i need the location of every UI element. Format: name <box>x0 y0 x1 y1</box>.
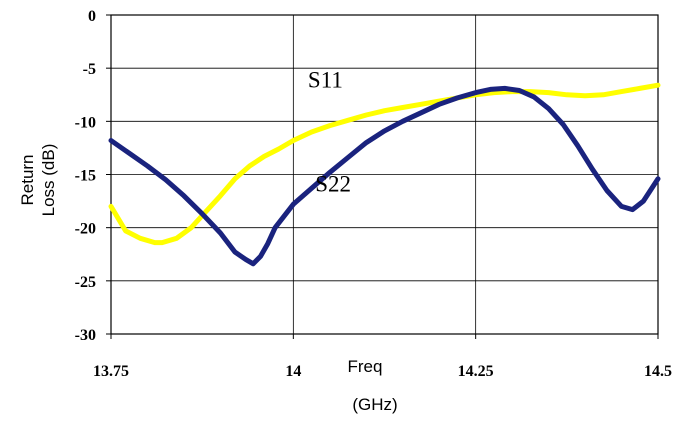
grid <box>110 14 659 335</box>
y-axis-title-line2: Loss (dB) <box>39 144 58 217</box>
series-line-s11 <box>108 82 661 246</box>
y-tick-label: -15 <box>75 168 96 185</box>
x-tick-label: 14 <box>285 363 301 380</box>
series-line-s22 <box>108 85 661 267</box>
y-axis-title-line1: Return <box>18 154 37 205</box>
annotation-s11: S11 <box>308 67 343 92</box>
annotation-s22: S22 <box>315 172 351 197</box>
x-axis-title-line1: Freq <box>348 357 383 376</box>
y-tick-label: -10 <box>75 114 96 131</box>
y-tick-label: -30 <box>75 327 96 344</box>
y-tick-label: -20 <box>75 221 96 238</box>
series-lines <box>108 82 661 267</box>
series-annotations: S11 S22 <box>308 67 351 196</box>
x-tick-label: 14.25 <box>458 363 494 380</box>
y-tick-label: -5 <box>83 61 96 78</box>
y-tick-label: 0 <box>88 8 96 25</box>
y-tick-label: -25 <box>75 274 96 291</box>
x-axis-title-line2: (GHz) <box>352 395 397 414</box>
y-axis-ticks: 0 -5 -10 -15 -20 -25 -30 <box>75 8 111 344</box>
x-tick-label: 14.5 <box>644 363 672 380</box>
x-tick-label: 13.75 <box>93 363 129 380</box>
x-axis-ticks: 13.75 14 14.25 14.5 <box>93 334 672 380</box>
